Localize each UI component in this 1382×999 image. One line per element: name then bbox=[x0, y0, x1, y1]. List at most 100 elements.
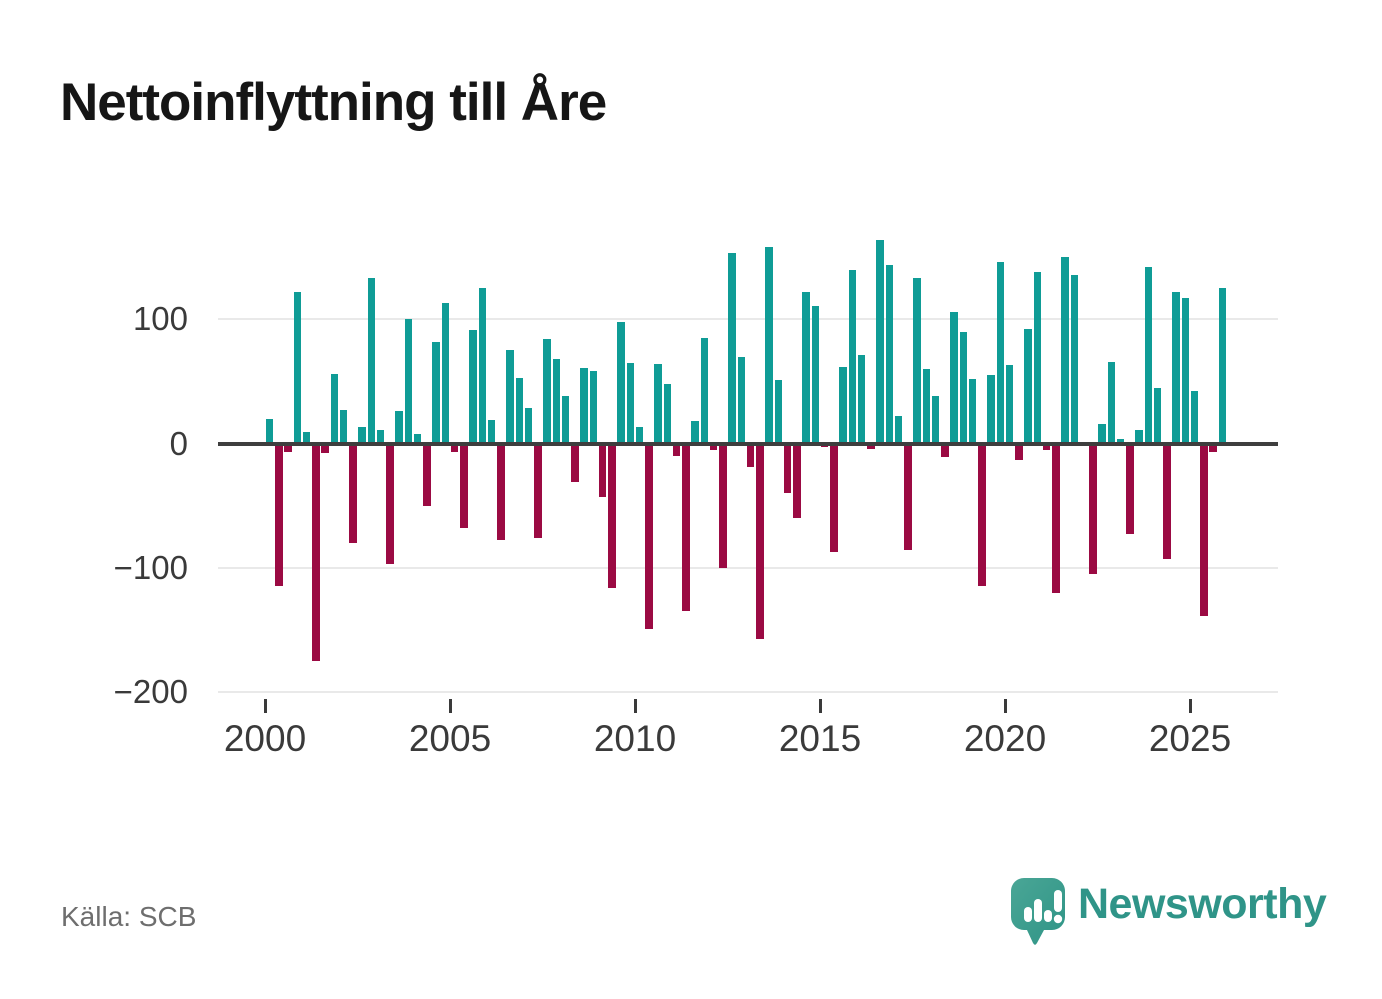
y-axis-label--200: −200 bbox=[113, 673, 188, 710]
bar-2001-q1 bbox=[302, 432, 311, 444]
bar-2011-q2 bbox=[682, 443, 690, 612]
bar-2010-q2 bbox=[645, 443, 653, 629]
bar-2005-q1 bbox=[450, 443, 459, 453]
bar-2022-q2 bbox=[1089, 443, 1097, 574]
bar-2001-q2 bbox=[312, 443, 320, 661]
x-axis-tick-2015 bbox=[818, 699, 822, 713]
bar-2017-q3 bbox=[913, 278, 921, 444]
bar-2023-q4 bbox=[1144, 267, 1153, 444]
bar-2006-q2 bbox=[497, 443, 505, 541]
bar-2003-q2 bbox=[386, 443, 394, 564]
x-axis-tick-2005 bbox=[448, 699, 452, 713]
bar-2018-q2 bbox=[941, 443, 949, 458]
source-label: Källa: SCB bbox=[61, 901, 197, 932]
bar-2008-q3 bbox=[580, 367, 588, 444]
x-axis-label-2005: 2005 bbox=[408, 718, 492, 759]
bar-2020-q1 bbox=[1005, 365, 1014, 444]
bar-2004-q2 bbox=[423, 443, 431, 506]
x-axis-tick-2010 bbox=[633, 699, 637, 713]
bar-2010-q3 bbox=[654, 364, 662, 444]
newsworthy-logo-text: Newsworthy bbox=[1078, 880, 1327, 928]
gridline-y-100 bbox=[218, 318, 1278, 321]
bar-2023-q2 bbox=[1126, 443, 1134, 535]
bar-2004-q4 bbox=[441, 303, 450, 444]
bar-2005-q2 bbox=[460, 443, 468, 528]
bar-2003-q3 bbox=[395, 411, 403, 444]
bar-2025-q2 bbox=[1200, 443, 1208, 617]
bar-2014-q3 bbox=[802, 291, 810, 444]
bar-2016-q3 bbox=[876, 239, 884, 444]
bar-2009-q2 bbox=[608, 443, 616, 588]
x-axis-label-2015: 2015 bbox=[778, 718, 862, 759]
bar-2021-q2 bbox=[1052, 443, 1060, 593]
x-axis-tick-2000 bbox=[263, 699, 267, 713]
bar-2002-q4 bbox=[367, 278, 376, 444]
bar-2011-q1 bbox=[672, 443, 681, 456]
bar-2021-q1 bbox=[1042, 443, 1051, 450]
bar-2001-q3 bbox=[321, 443, 329, 454]
bar-2007-q2 bbox=[534, 443, 542, 538]
bar-2020-q3 bbox=[1024, 329, 1032, 444]
bar-2014-q4 bbox=[811, 305, 820, 444]
bar-2025-q3 bbox=[1209, 443, 1217, 453]
bar-2008-q4 bbox=[589, 371, 598, 444]
bar-2017-q4 bbox=[922, 368, 931, 444]
bar-2015-q2 bbox=[830, 443, 838, 552]
bar-2013-q4 bbox=[774, 380, 783, 444]
bar-2019-q3 bbox=[987, 375, 995, 444]
bar-2012-q2 bbox=[719, 443, 727, 568]
bar-2014-q1 bbox=[783, 443, 792, 494]
bar-2025-q1 bbox=[1190, 391, 1199, 444]
bar-2022-q3 bbox=[1098, 423, 1106, 444]
bar-2024-q1 bbox=[1153, 387, 1162, 444]
bar-2016-q2 bbox=[867, 443, 875, 449]
bar-2009-q3 bbox=[617, 321, 625, 444]
bar-2006-q1 bbox=[487, 419, 496, 444]
bar-2018-q3 bbox=[950, 311, 958, 444]
x-axis-tick-2020 bbox=[1003, 699, 1007, 713]
bar-2020-q4 bbox=[1033, 272, 1042, 444]
bar-2023-q3 bbox=[1135, 429, 1143, 444]
gridline-y--100 bbox=[218, 566, 1278, 569]
bar-2004-q3 bbox=[432, 341, 440, 444]
bar-2017-q2 bbox=[904, 443, 912, 551]
bar-2018-q1 bbox=[931, 396, 940, 444]
bar-2016-q4 bbox=[885, 264, 894, 444]
zero-baseline bbox=[218, 441, 1278, 446]
bar-2002-q1 bbox=[339, 410, 348, 444]
bar-2014-q2 bbox=[793, 443, 801, 518]
bar-2010-q1 bbox=[635, 427, 644, 444]
bar-2007-q1 bbox=[524, 407, 533, 444]
bar-2019-q2 bbox=[978, 443, 986, 587]
bar-2009-q4 bbox=[626, 362, 635, 444]
bar-2008-q1 bbox=[561, 396, 570, 444]
chart-title: Nettoinflyttning till Åre bbox=[60, 73, 607, 132]
bar-2007-q4 bbox=[552, 359, 561, 444]
bar-2003-q4 bbox=[404, 319, 413, 444]
bar-2019-q4 bbox=[996, 262, 1005, 444]
bar-2023-q1 bbox=[1116, 438, 1125, 444]
bar-2006-q3 bbox=[506, 350, 514, 444]
bar-2017-q1 bbox=[894, 416, 903, 444]
newsworthy-logo-icon bbox=[1011, 878, 1065, 945]
bar-2024-q3 bbox=[1172, 291, 1180, 444]
bar-2000-q1 bbox=[265, 418, 274, 444]
bar-2010-q4 bbox=[663, 383, 672, 444]
bar-2002-q3 bbox=[358, 427, 366, 444]
bar-2015-q3 bbox=[839, 366, 847, 444]
y-axis-label-100: 100 bbox=[132, 300, 188, 338]
bar-2001-q4 bbox=[330, 373, 339, 444]
bar-2024-q2 bbox=[1163, 443, 1171, 560]
bar-2000-q4 bbox=[293, 291, 302, 444]
bar-2003-q1 bbox=[376, 429, 385, 444]
bar-2022-q4 bbox=[1107, 361, 1116, 444]
bar-2019-q1 bbox=[968, 378, 977, 444]
bar-2021-q3 bbox=[1061, 257, 1069, 444]
x-axis-label-2025: 2025 bbox=[1148, 718, 1232, 759]
bar-2020-q2 bbox=[1015, 443, 1023, 460]
bar-2005-q3 bbox=[469, 330, 477, 444]
bar-2015-q4 bbox=[848, 269, 857, 444]
bar-2013-q1 bbox=[746, 443, 755, 468]
bar-2000-q2 bbox=[275, 443, 283, 587]
newsworthy-branding: Newsworthy bbox=[1010, 877, 1330, 947]
